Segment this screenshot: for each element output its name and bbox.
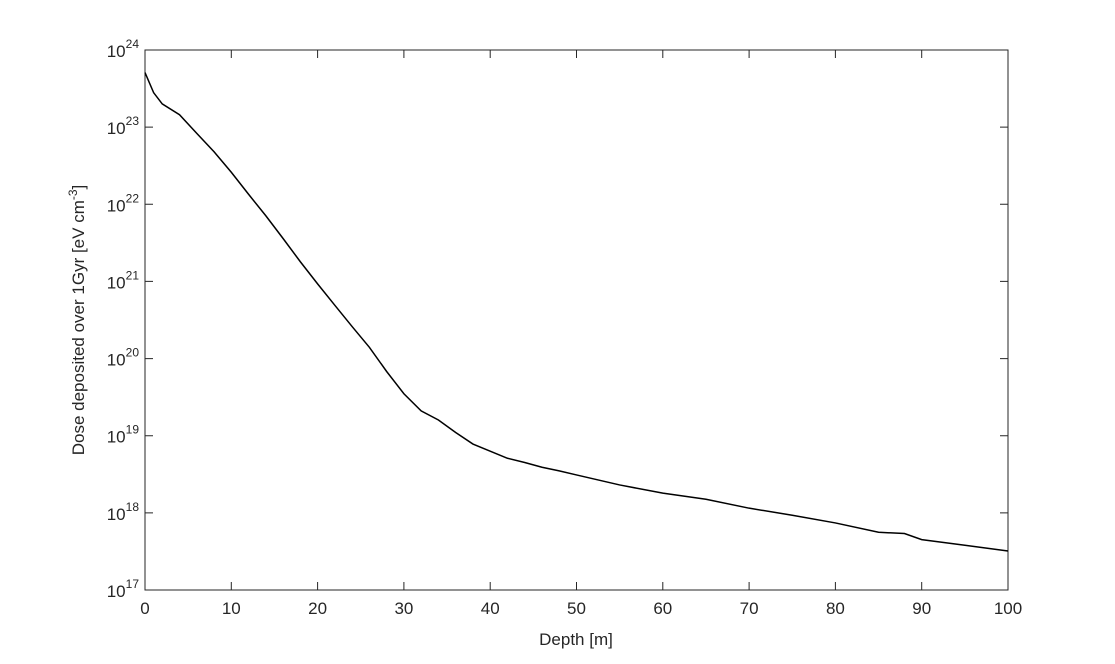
x-tick-label: 60 xyxy=(653,599,672,618)
y-axis-label: Dose deposited over 1Gyr [eV cm-3] xyxy=(66,185,88,456)
x-tick-label: 100 xyxy=(994,599,1022,618)
y-axis-label-superscript: -3 xyxy=(66,189,80,200)
y-tick-exponent: 19 xyxy=(126,423,140,437)
y-tick-label: 1017 xyxy=(107,577,140,601)
y-tick-exponent: 18 xyxy=(126,500,140,514)
x-axis-label: Depth [m] xyxy=(539,630,613,649)
x-tick-label: 90 xyxy=(912,599,931,618)
y-tick-label: 1021 xyxy=(107,268,140,292)
x-tick-label: 10 xyxy=(222,599,241,618)
y-tick-label: 1023 xyxy=(107,114,140,138)
y-tick-base: 10 xyxy=(107,428,126,447)
y-tick-exponent: 23 xyxy=(126,114,140,128)
y-tick-label: 1024 xyxy=(107,37,140,61)
x-tick-label: 70 xyxy=(740,599,759,618)
y-tick-label: 1019 xyxy=(107,423,140,447)
y-tick-exponent: 21 xyxy=(126,268,140,282)
y-tick-base: 10 xyxy=(107,351,126,370)
y-tick-exponent: 24 xyxy=(126,37,140,51)
x-tick-label: 80 xyxy=(826,599,845,618)
line-series xyxy=(144,72,1009,552)
y-axis-label-text: Dose deposited over 1Gyr [eV cm xyxy=(69,200,88,455)
y-axis-label-suffix: ] xyxy=(69,185,88,190)
y-tick-base: 10 xyxy=(107,582,126,601)
y-tick-exponent: 17 xyxy=(126,577,140,591)
y-tick-base: 10 xyxy=(107,42,126,61)
y-tick-exponent: 22 xyxy=(126,191,140,205)
x-tick-label: 0 xyxy=(140,599,149,618)
x-tick-label: 30 xyxy=(394,599,413,618)
y-tick-label: 1020 xyxy=(107,346,140,370)
x-tick-label: 40 xyxy=(481,599,500,618)
y-tick-base: 10 xyxy=(107,119,126,138)
y-tick-base: 10 xyxy=(107,505,126,524)
plot-frame xyxy=(144,49,1009,591)
y-tick-base: 10 xyxy=(107,196,126,215)
x-tick-label: 50 xyxy=(567,599,586,618)
y-tick-label: 1022 xyxy=(107,191,140,215)
y-tick-base: 10 xyxy=(107,273,126,292)
y-tick-exponent: 20 xyxy=(126,346,140,360)
x-tick-label: 20 xyxy=(308,599,327,618)
y-tick-label: 1018 xyxy=(107,500,140,524)
